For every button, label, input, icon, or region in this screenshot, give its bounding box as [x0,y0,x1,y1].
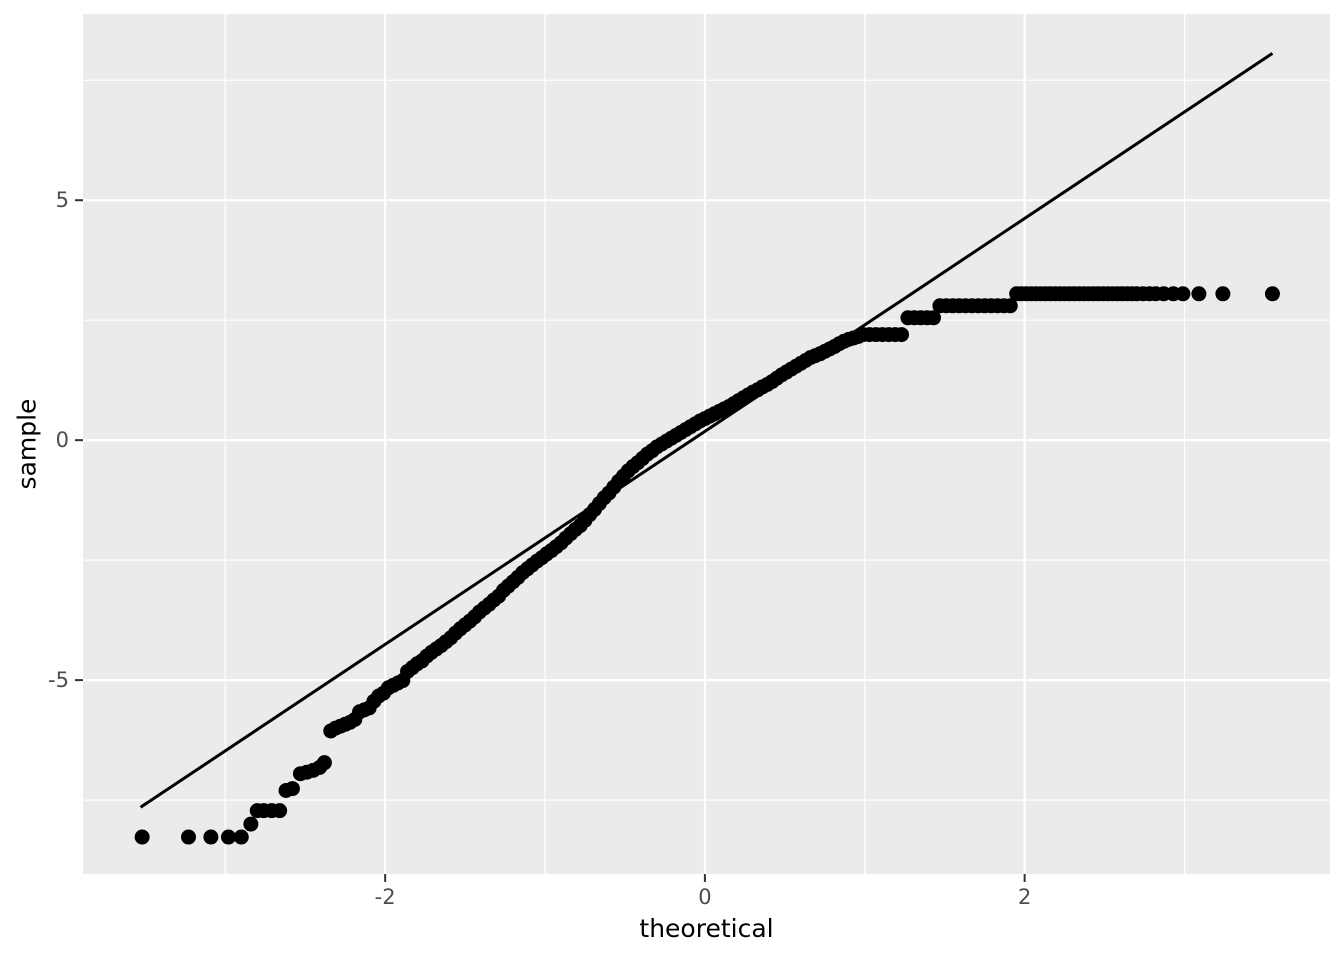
data-point [181,829,197,845]
data-point [134,829,150,845]
tick-labels: -2 0 2 5 0 -5 [48,188,1031,909]
data-point [926,310,942,326]
data-point [894,327,910,343]
data-point [243,816,259,832]
data-point [1264,286,1280,302]
grid-minor [83,14,1330,874]
data-point [203,829,219,845]
y-tick-label: 0 [56,428,69,452]
grid-major [83,14,1330,874]
data-points [134,286,1280,845]
x-axis-title: theoretical [639,914,774,943]
data-point [220,829,236,845]
data-point [284,781,300,797]
data-point [233,829,249,845]
x-tick-label: 0 [698,885,711,909]
data-point [272,803,288,819]
y-axis-title: sample [12,398,42,490]
qq-reference-line [139,52,1274,809]
data-point [1191,286,1207,302]
x-tick-label: -2 [375,885,396,909]
axis-ticks [75,199,1026,882]
y-tick-label: 5 [56,188,69,212]
data-point [1175,286,1191,302]
data-point [1002,298,1018,314]
plot-panel [83,14,1330,874]
y-tick-label: -5 [48,668,69,692]
data-point [316,755,332,771]
x-tick-label: 2 [1018,885,1031,909]
data-point [1215,286,1231,302]
